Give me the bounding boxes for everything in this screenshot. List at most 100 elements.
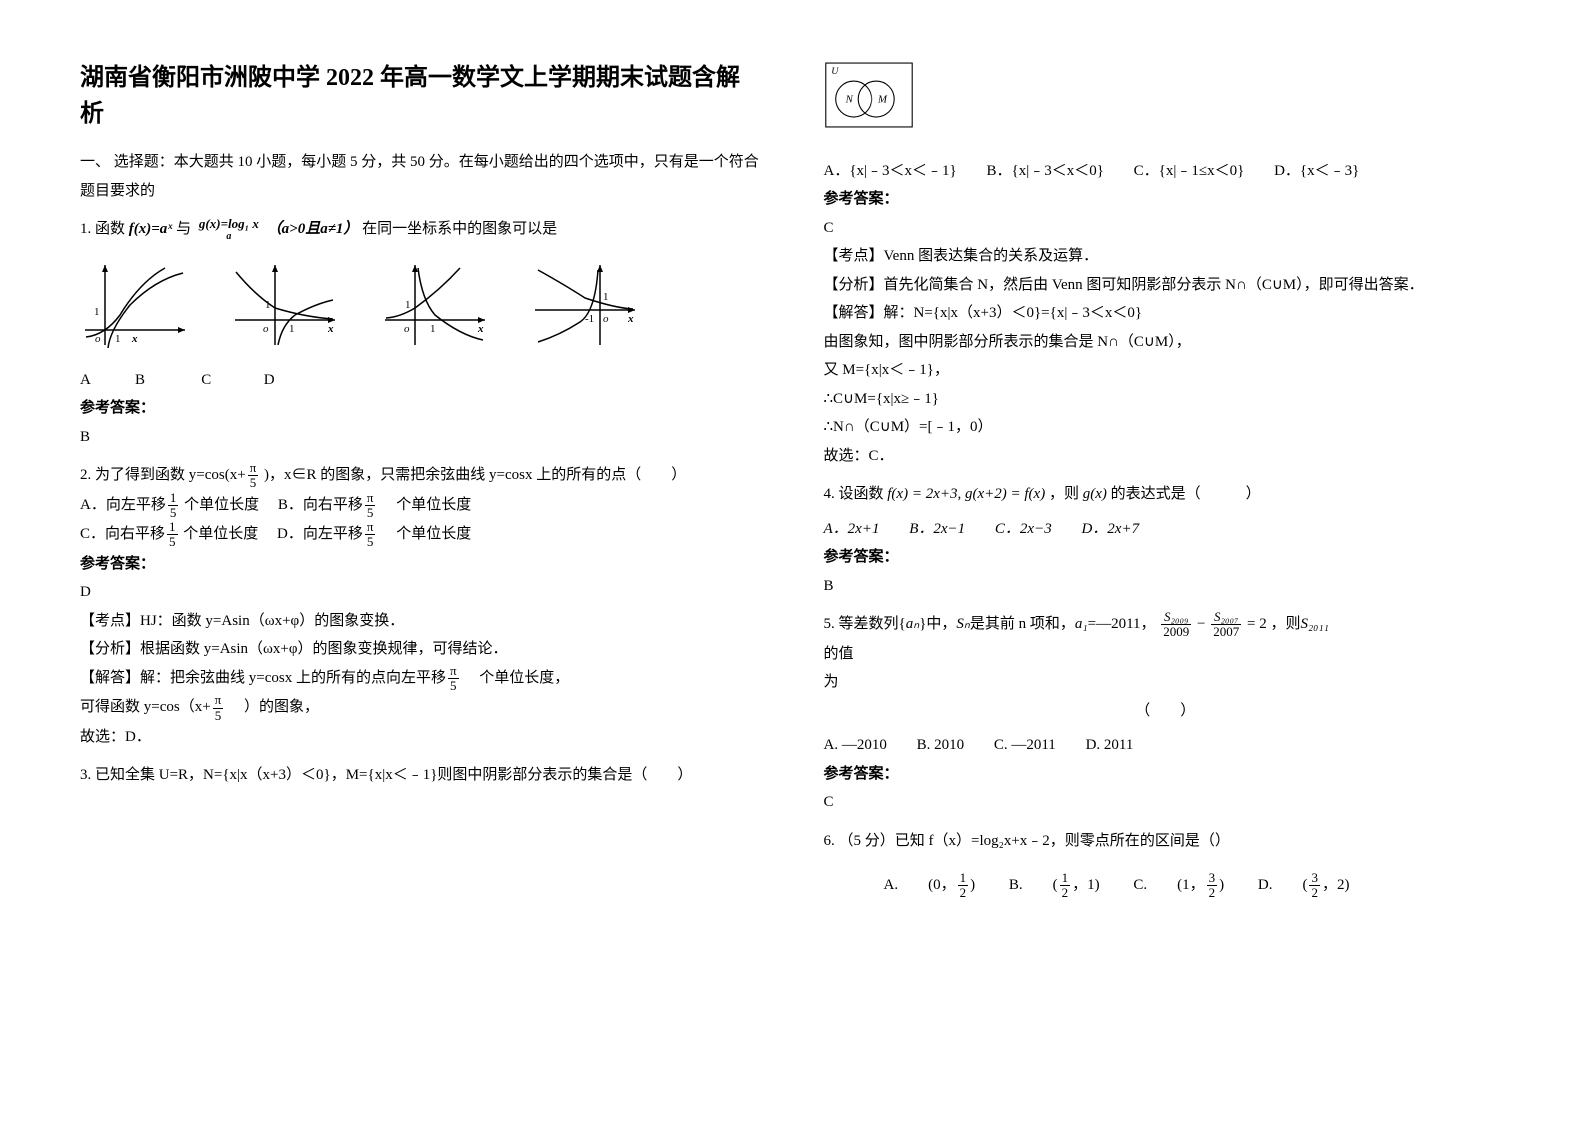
- svg-text:x: x: [327, 323, 334, 335]
- q1-expr2: g(x)=log₁ x a: [197, 217, 261, 242]
- question-1: 1. 函数 f(x)=aˣ 与 g(x)=log₁ x a （a>0且a≠1） …: [80, 215, 764, 244]
- q4-optC: C．2x−3: [995, 521, 1052, 537]
- venn-diagram: U N M: [824, 60, 914, 130]
- q4-expr1: f(x) = 2x+3, g(x+2) = f(x): [887, 486, 1045, 502]
- q2-optA-a: A．向左平移: [80, 497, 166, 513]
- q1-cond: （a>0且a≠1）: [267, 221, 359, 237]
- q3-kp: 【考点】Venn 图表达集合的关系及运算．: [824, 242, 1508, 271]
- question-4: 4. 设函数 f(x) = 2x+3, g(x+2) = f(x) ，则 g(x…: [824, 480, 1508, 509]
- q6-optA-b: ): [970, 877, 975, 893]
- graph-b: o 1 1 x: [230, 260, 340, 350]
- venn-U-label: U: [831, 66, 839, 77]
- q3-options: A．{x|﹣3＜x＜﹣1} B．{x|﹣3＜x＜0} C．{x|﹣1≤x＜0} …: [824, 157, 1508, 186]
- q3-ans-label: 参考答案：: [824, 185, 1508, 214]
- q2-ans: D: [80, 578, 764, 607]
- q6-optB-a: B. (: [1009, 877, 1058, 893]
- svg-text:1: 1: [289, 323, 295, 335]
- q2-fx: 【分析】根据函数 y=Asin（ωx+φ）的图象变换规律，可得结论．: [80, 635, 764, 664]
- svg-text:x: x: [477, 323, 484, 335]
- venn-N-label: N: [844, 94, 853, 106]
- svg-text:1: 1: [115, 333, 121, 345]
- q2-optD-a: D．向左平移: [277, 526, 363, 542]
- q4-expr2: g(x): [1083, 486, 1107, 502]
- q5-optC: C. —2011: [994, 737, 1056, 753]
- q6-optD-a: D. (: [1258, 877, 1308, 893]
- q4-optB: B．2x−1: [909, 521, 965, 537]
- q2-optA-b: 个单位长度: [184, 497, 259, 513]
- q2-kp: 【考点】HJ：函数 y=Asin（ωx+φ）的图象变换．: [80, 607, 764, 636]
- q3-jd3: 又 M={x|x＜﹣1}，: [824, 356, 1508, 385]
- q6-options: A. (0，12) B. (12，1) C. (1，32) D. (32，2): [824, 871, 1508, 901]
- q2-optD-b: 个单位长度: [381, 526, 471, 542]
- svg-text:o: o: [404, 323, 410, 335]
- q3-fx: 【分析】首先化简集合 N，然后由 Venn 图可知阴影部分表示 N∩（C∪M），…: [824, 271, 1508, 300]
- doc-title: 湖南省衡阳市洲陂中学 2022 年高一数学文上学期期末试题含解析: [80, 60, 764, 132]
- q3-optC: C．{x|﹣1≤x＜0}: [1134, 163, 1245, 179]
- q5-ans: C: [824, 788, 1508, 817]
- page-root: 湖南省衡阳市洲陂中学 2022 年高一数学文上学期期末试题含解析 一、 选择题：…: [0, 0, 1587, 961]
- svg-text:x: x: [627, 313, 634, 325]
- question-2: 2. 为了得到函数 y=cos(x+π5 )，x∈R 的图象，只需把余弦曲线 y…: [80, 461, 764, 491]
- q2-optA-frac: 15: [168, 491, 179, 521]
- q5-optD: D. 2011: [1086, 737, 1134, 753]
- q6-optC-b: ): [1219, 877, 1224, 893]
- q5-optB: B. 2010: [917, 737, 965, 753]
- svg-text:o: o: [603, 313, 609, 325]
- q1-ans: B: [80, 423, 764, 452]
- q2-opt-row-1: A．向左平移15 个单位长度 B．向右平移π5 个单位长度: [80, 491, 764, 521]
- venn-M-label: M: [877, 94, 888, 106]
- q5-options: A. —2010 B. 2010 C. —2011 D. 2011: [824, 731, 1508, 760]
- q2-frac: π5: [248, 461, 259, 491]
- q2-optC-a: C．向右平移: [80, 526, 165, 542]
- question-5: 5. 等差数列{aₙ}中，Sₙ是其前 n 项和，a₁=—2011， S₂₀₀₉2…: [824, 610, 1508, 640]
- svg-text:1: 1: [603, 291, 609, 303]
- q1-ans-label: 参考答案：: [80, 394, 764, 423]
- q1-mid: 与: [176, 221, 191, 237]
- right-column: U N M A．{x|﹣3＜x＜﹣1} B．{x|﹣3＜x＜0} C．{x|﹣1…: [824, 60, 1508, 901]
- svg-text:o: o: [263, 323, 269, 335]
- q4-ans-label: 参考答案：: [824, 543, 1508, 572]
- q2-opt-row-2: C．向右平移15 个单位长度 D．向左平移π5 个单位长度: [80, 520, 764, 550]
- q4-text-a: 4. 设函数: [824, 486, 884, 502]
- left-column: 湖南省衡阳市洲陂中学 2022 年高一数学文上学期期末试题含解析 一、 选择题：…: [80, 60, 764, 901]
- q6-optD-b: ，2): [1322, 877, 1350, 893]
- q1-options: A B C D: [80, 366, 764, 395]
- svg-text:1: 1: [405, 299, 411, 311]
- q3-jd2: 由图象知，图中阴影部分所表示的集合是 N∩（C∪M），: [824, 328, 1508, 357]
- q2-optB-frac: π5: [365, 491, 376, 521]
- q3-optB: B．{x|﹣3＜x＜0}: [987, 163, 1104, 179]
- q3-optD: D．{x＜﹣3}: [1274, 163, 1359, 179]
- q4-ans: B: [824, 572, 1508, 601]
- question-6: 6. （5 分）已知 f（x）=log₂x+x﹣2，则零点所在的区间是（）: [824, 827, 1508, 856]
- section-1-head: 一、 选择题：本大题共 10 小题，每小题 5 分，共 50 分。在每小题给出的…: [80, 148, 764, 205]
- q1-graphs: o 1 1 x o 1 1 x: [80, 260, 764, 350]
- svg-text:x: x: [131, 333, 138, 345]
- q2-optC-b: 个单位长度: [183, 526, 258, 542]
- q4-optD: D．2x+7: [1081, 521, 1139, 537]
- svg-text:1: 1: [430, 323, 436, 335]
- q2-expr: y=cos(x+: [189, 467, 246, 483]
- q3-jd5: ∴N∩（C∪M）=[﹣1，0）: [824, 413, 1508, 442]
- q4-optA: A．2x+1: [824, 521, 880, 537]
- q4-options: A．2x+1 B．2x−1 C．2x−3 D．2x+7: [824, 515, 1508, 544]
- q5-text-f: 的值: [824, 640, 1508, 669]
- q6-optB-b: ，1): [1072, 877, 1100, 893]
- q6-optC-a: C. (1，: [1133, 877, 1204, 893]
- graph-d: o 1 -1 x: [530, 260, 640, 350]
- q1-tail: 在同一坐标系中的图象可以是: [362, 221, 557, 237]
- q2-text-b: )，x∈R 的图象，只需把余弦曲线 y=cosx 上的所有的点（ ）: [264, 467, 686, 483]
- q2-ans-label: 参考答案：: [80, 550, 764, 579]
- q5-paren: （ ）: [824, 697, 1508, 726]
- graph-a: o 1 1 x: [80, 260, 190, 350]
- q4-text-c: 的表达式是（ ）: [1111, 486, 1261, 502]
- q5-optA: A. —2010: [824, 737, 887, 753]
- q5-ans-label: 参考答案：: [824, 760, 1508, 789]
- q1-expr1: f(x)=aˣ: [129, 221, 173, 237]
- q3-jd1: 【解答】解：N={x|x（x+3）＜0}={x|﹣3＜x＜0}: [824, 299, 1508, 328]
- q2-text-a: 2. 为了得到函数: [80, 467, 185, 483]
- q2-optB-b: 个单位长度: [381, 497, 471, 513]
- q6-optA-a: A. (0，: [884, 877, 956, 893]
- q3-jd4: ∴C∪M={x|x≥﹣1}: [824, 385, 1508, 414]
- q2-optC-frac: 15: [167, 520, 178, 550]
- q3-optA: A．{x|﹣3＜x＜﹣1}: [824, 163, 957, 179]
